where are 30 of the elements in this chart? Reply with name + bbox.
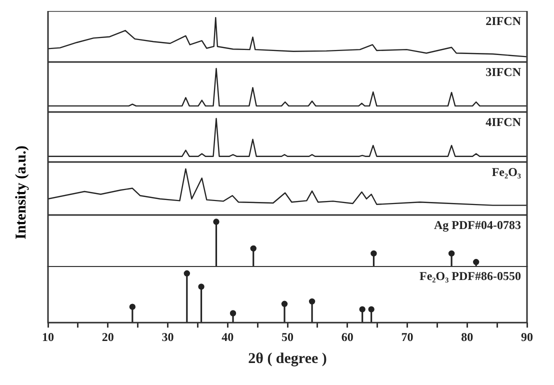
text: 4IFCN — [486, 115, 522, 130]
point — [213, 218, 220, 225]
point — [359, 306, 366, 312]
text: Fe₂O₃ PDF#86-0550 — [419, 269, 521, 284]
x-tick-label: 60 — [341, 330, 354, 344]
x-tick-label: 20 — [102, 330, 114, 344]
point — [473, 258, 480, 266]
point — [281, 300, 288, 307]
point — [198, 284, 204, 290]
point — [308, 298, 316, 305]
x-axis-title: 2θ ( degree ) — [248, 350, 327, 367]
x-tick-label: 50 — [282, 330, 294, 344]
x-tick-label: 90 — [521, 330, 533, 344]
text: Ag PDF#04-0783 — [434, 218, 521, 232]
point — [448, 250, 455, 257]
x-tick-label: 80 — [461, 330, 474, 344]
y-axis-title: Intensity (a.u.) — [13, 146, 30, 240]
point — [184, 270, 190, 276]
x-tick-label: 40 — [222, 330, 234, 344]
point — [129, 304, 136, 310]
point — [370, 250, 377, 257]
text: Fe₂O₃ — [492, 165, 522, 180]
x-tick-label: 70 — [401, 330, 414, 344]
x-tick-label: 30 — [162, 330, 174, 344]
text: 3IFCN — [486, 65, 522, 80]
x-tick-label: 10 — [42, 330, 54, 344]
text: 2IFCN — [486, 14, 522, 28]
point — [230, 310, 236, 316]
point — [368, 306, 374, 312]
point — [250, 245, 256, 252]
